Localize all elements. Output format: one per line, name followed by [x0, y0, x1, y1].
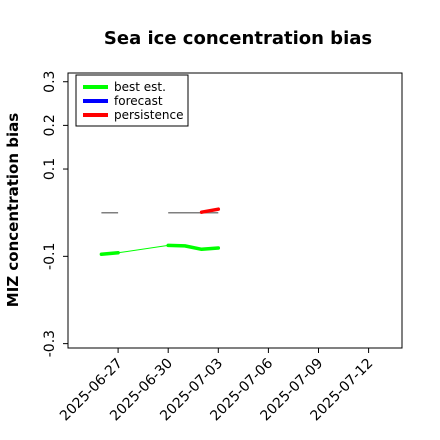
chart-title: Sea ice concentration bias	[104, 28, 372, 49]
series-connector-best-est	[118, 244, 169, 254]
series-line-best-est-0	[99, 251, 120, 256]
y-tick-label: 0.1	[42, 158, 58, 180]
legend-label-best-est: best est.	[114, 80, 166, 94]
legend: best est. forecast persistence	[75, 74, 189, 127]
series-line-best-est-1	[166, 243, 221, 252]
y-axis-label: MIZ concentration bias	[4, 113, 22, 307]
x-axis: 2025-06-272025-06-302025-07-032025-07-06…	[57, 348, 376, 424]
legend-label-persistence: persistence	[114, 108, 183, 122]
legend-label-forecast: forecast	[114, 94, 163, 108]
y-tick-label: 0.3	[42, 71, 58, 93]
plot-frame	[67, 72, 403, 349]
plot-area	[99, 207, 221, 256]
y-tick-label: -0.3	[42, 330, 58, 357]
y-tick-label: 0.2	[42, 114, 58, 136]
y-tick-label: -0.1	[42, 243, 58, 270]
series-line-persistence-0	[199, 207, 221, 214]
y-axis: -0.3 -0.1 0.1 0.2 0.3	[42, 71, 68, 357]
